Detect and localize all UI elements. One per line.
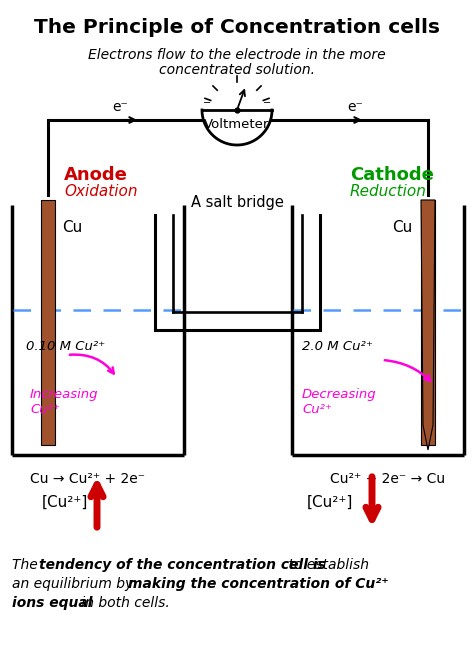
Text: −: −: [263, 98, 271, 108]
Text: 2.0 M Cu²⁺: 2.0 M Cu²⁺: [302, 340, 373, 353]
Text: The: The: [12, 558, 42, 572]
Text: Cu → Cu²⁺ + 2e⁻: Cu → Cu²⁺ + 2e⁻: [30, 472, 146, 486]
Text: The Principle of Concentration cells: The Principle of Concentration cells: [34, 18, 440, 37]
Text: to establish: to establish: [284, 558, 369, 572]
FancyBboxPatch shape: [41, 200, 55, 445]
Polygon shape: [421, 200, 435, 450]
Text: Cu: Cu: [62, 220, 82, 235]
Text: ions equal: ions equal: [12, 596, 92, 610]
Text: Anode: Anode: [64, 166, 128, 184]
Text: Voltmeter: Voltmeter: [204, 118, 270, 131]
Text: −: −: [203, 98, 211, 108]
Text: Decreasing
Cu²⁺: Decreasing Cu²⁺: [302, 388, 377, 416]
Text: Oxidation: Oxidation: [64, 183, 137, 198]
Text: making the concentration of Cu²⁺: making the concentration of Cu²⁺: [128, 577, 389, 591]
Text: Increasing
Cu²⁺: Increasing Cu²⁺: [30, 388, 99, 416]
Text: [Cu²⁺]: [Cu²⁺]: [42, 494, 88, 509]
Text: Cu: Cu: [392, 220, 412, 235]
Text: an equilibrium by: an equilibrium by: [12, 577, 137, 591]
Text: 0.10 M Cu²⁺: 0.10 M Cu²⁺: [26, 340, 105, 353]
Text: tendency of the concentration cell is: tendency of the concentration cell is: [39, 558, 326, 572]
Polygon shape: [202, 110, 272, 145]
Text: concentrated solution.: concentrated solution.: [159, 63, 315, 77]
Text: in both cells.: in both cells.: [77, 596, 170, 610]
Text: Reduction: Reduction: [350, 183, 427, 198]
FancyBboxPatch shape: [421, 200, 435, 445]
Text: Electrons flow to the electrode in the more: Electrons flow to the electrode in the m…: [88, 48, 386, 62]
Text: Cu²⁺ + 2e⁻ → Cu: Cu²⁺ + 2e⁻ → Cu: [330, 472, 446, 486]
Text: e⁻: e⁻: [112, 100, 128, 114]
Text: Cathode: Cathode: [350, 166, 434, 184]
Text: A salt bridge: A salt bridge: [191, 195, 283, 210]
Text: [Cu²⁺]: [Cu²⁺]: [307, 494, 354, 509]
Text: e⁻: e⁻: [347, 100, 363, 114]
